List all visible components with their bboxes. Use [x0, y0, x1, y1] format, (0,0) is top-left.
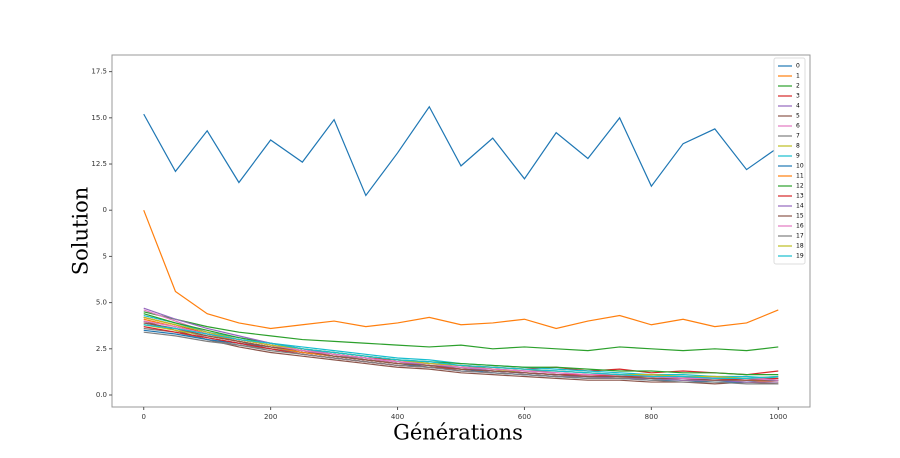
x-tick-label: 400	[391, 413, 404, 421]
legend-label: 12	[796, 183, 804, 190]
y-axis-title: Solution	[69, 187, 93, 276]
legend-label: 18	[796, 243, 804, 250]
x-tick-label: 800	[645, 413, 658, 421]
series-line	[143, 316, 779, 376]
legend-label: 16	[796, 223, 804, 230]
y-tick-label: 5.0	[96, 299, 107, 307]
x-axis-title: Générations	[393, 421, 523, 445]
series-line	[143, 324, 779, 379]
series-line	[143, 322, 779, 381]
series-line	[143, 322, 779, 381]
legend-label: 1	[796, 73, 800, 80]
legend-label: 6	[796, 123, 800, 130]
legend-label: 19	[796, 253, 804, 260]
x-tick-label: 200	[264, 413, 277, 421]
legend-label: 15	[796, 213, 804, 220]
x-tick-label: 600	[518, 413, 531, 421]
series-line	[143, 326, 779, 381]
legend-label: 17	[796, 233, 804, 240]
legend-label: 10	[796, 163, 804, 170]
series-line	[143, 209, 779, 330]
series-line	[143, 324, 779, 383]
legend-label: 4	[796, 103, 800, 110]
legend-label: 8	[796, 143, 800, 150]
x-tick-label: 0	[141, 413, 145, 421]
y-tick-label: 17.5	[91, 68, 107, 76]
y-tick-label: 5	[103, 252, 107, 260]
legend-label: 14	[796, 203, 804, 210]
y-tick-label: 15.0	[91, 114, 107, 122]
series-line	[143, 331, 779, 385]
y-tick-label: 2.5	[96, 345, 107, 353]
series-line	[143, 309, 779, 379]
y-tick-label: 0.0	[96, 391, 107, 399]
legend-label: 0	[796, 63, 800, 70]
legend-label: 5	[796, 113, 800, 120]
legend-label: 11	[796, 173, 804, 180]
series-line	[143, 313, 779, 376]
legend-label: 13	[796, 193, 804, 200]
legend-label: 3	[796, 93, 800, 100]
series-line	[143, 311, 779, 352]
series-line	[143, 320, 779, 385]
x-tick-label: 1000	[769, 413, 787, 421]
y-tick-label: 0	[103, 206, 107, 214]
series-line	[143, 105, 779, 197]
legend-label: 2	[796, 83, 800, 90]
legend-label: 9	[796, 153, 800, 160]
legend-box	[773, 57, 806, 265]
plot-frame	[111, 54, 811, 408]
legend-label: 7	[796, 133, 800, 140]
y-tick-label: 12.5	[91, 160, 107, 168]
